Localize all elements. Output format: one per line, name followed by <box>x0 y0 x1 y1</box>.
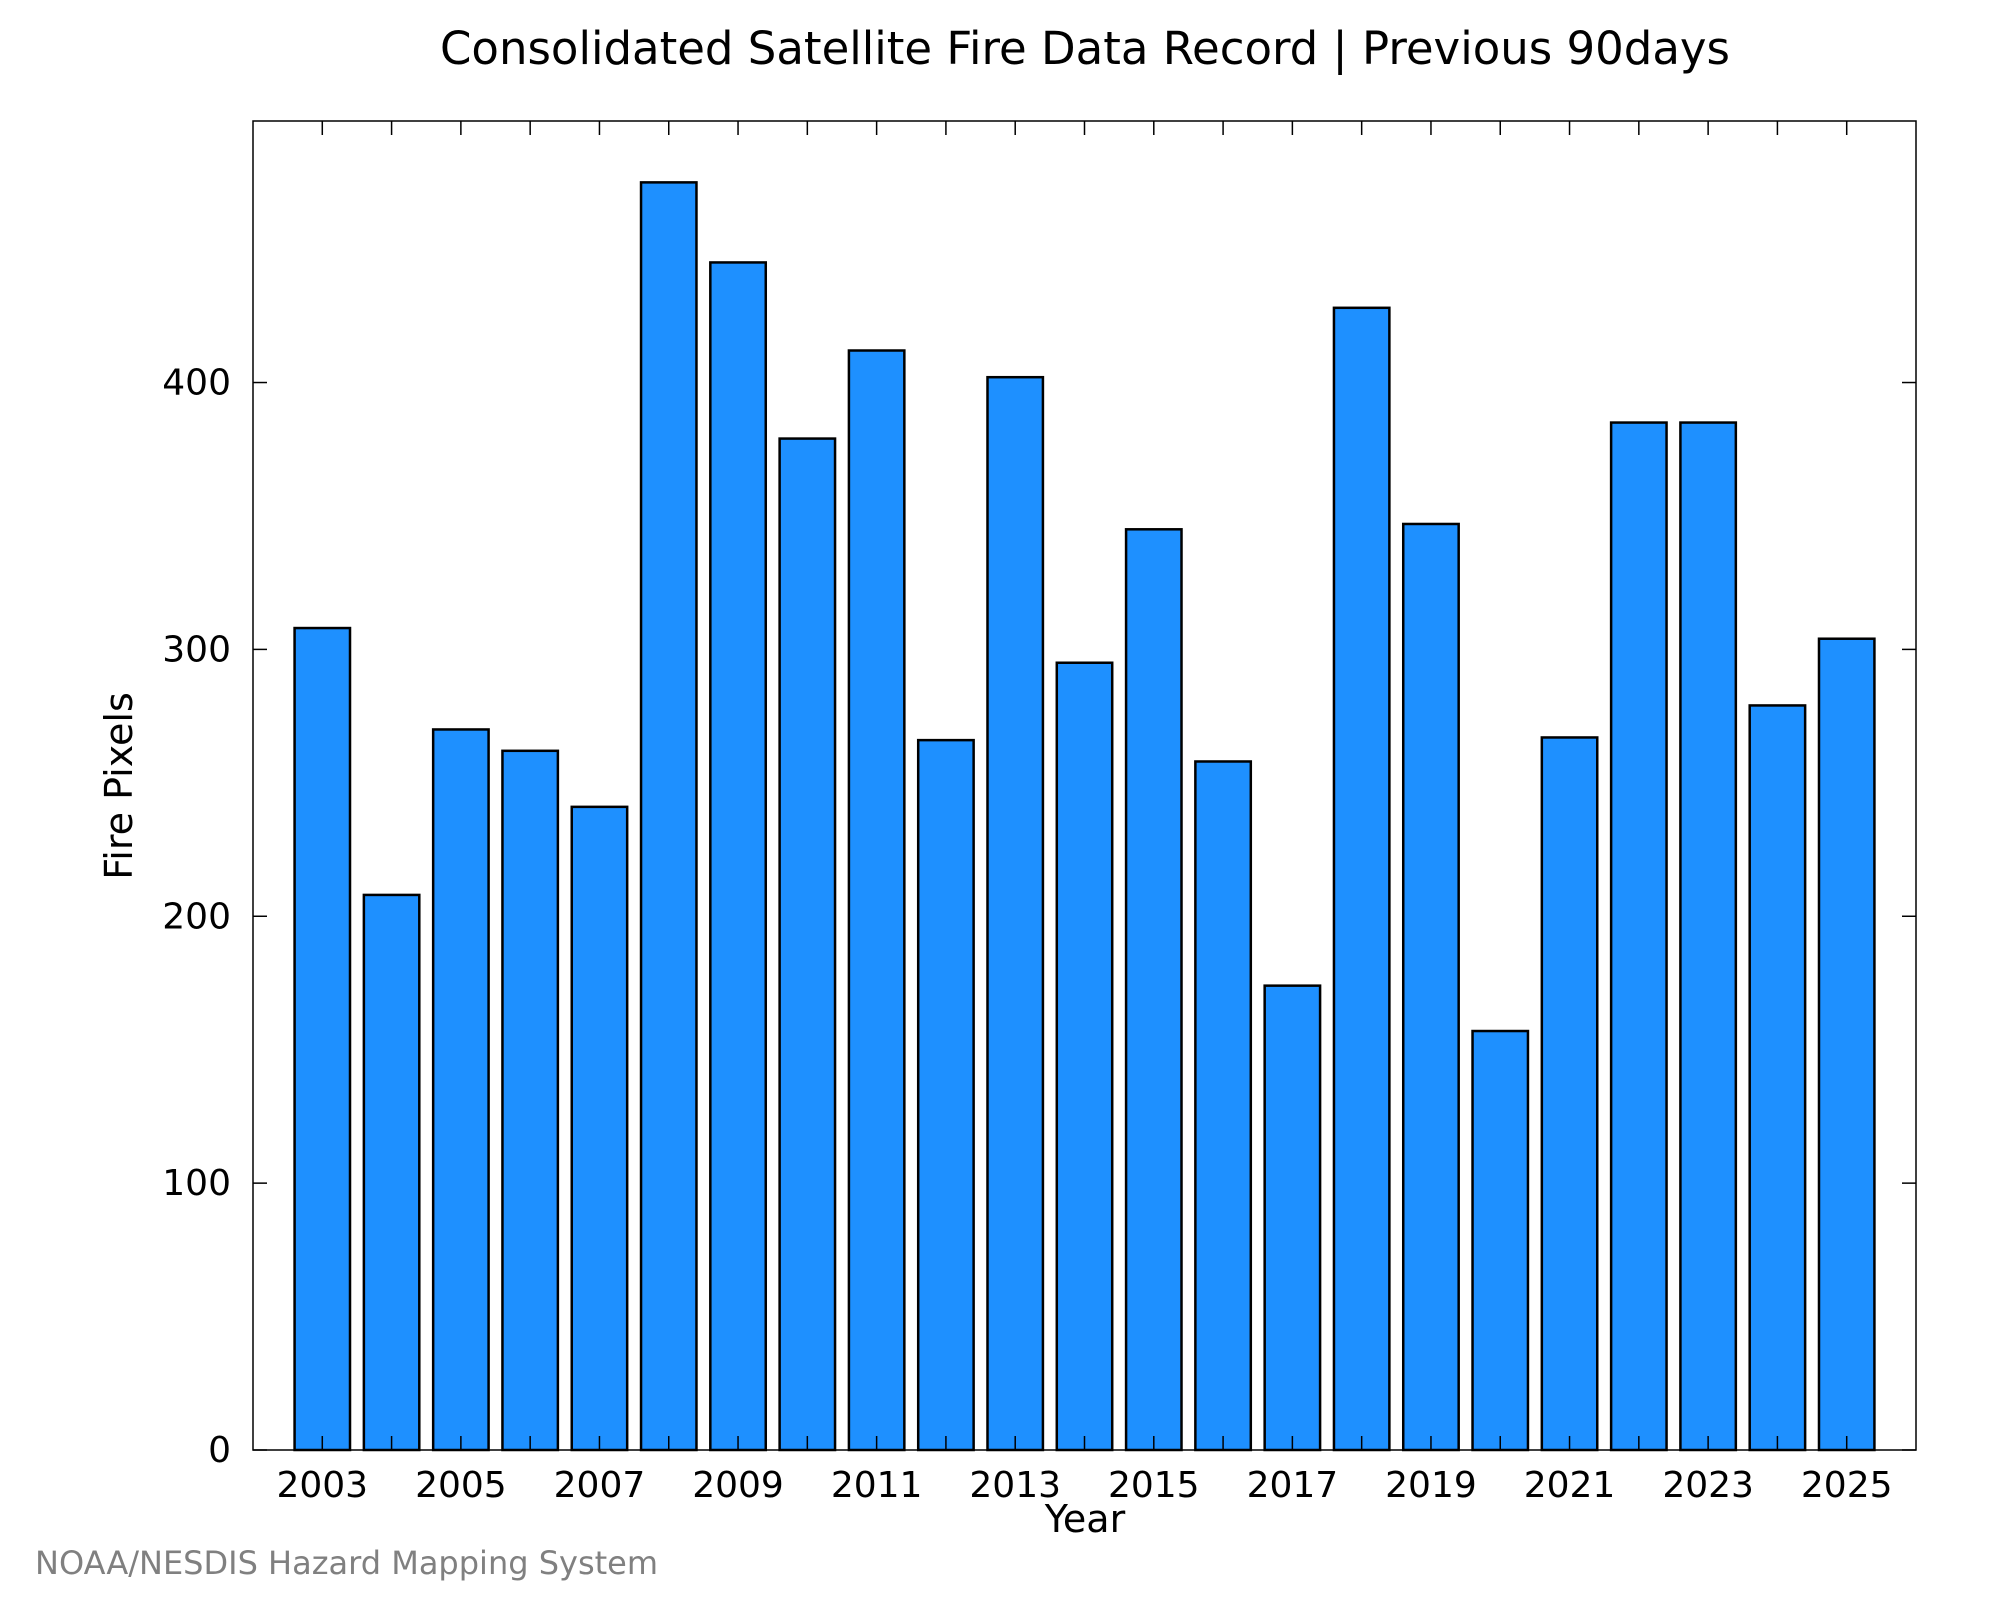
x-tick-label-2003: 2003 <box>276 1465 368 1506</box>
bar-2025 <box>1817 637 1876 1452</box>
x-tick-label-2021: 2021 <box>1524 1465 1616 1506</box>
y-axis-label: Fire Pixels <box>97 692 141 880</box>
bar-2021 <box>1540 736 1599 1452</box>
x-tick-label-2005: 2005 <box>415 1465 507 1506</box>
bar-2023 <box>1679 421 1738 1452</box>
bar-2016 <box>1194 760 1253 1452</box>
bar-2008 <box>639 181 698 1452</box>
bar-2022 <box>1609 421 1668 1452</box>
x-tick-label-2023: 2023 <box>1662 1465 1754 1506</box>
y-tick-label-300: 300 <box>162 629 231 670</box>
bar-2006 <box>501 749 560 1452</box>
bar-2013 <box>986 375 1045 1452</box>
bar-2011 <box>847 349 906 1452</box>
x-tick-label-2017: 2017 <box>1247 1465 1339 1506</box>
x-tick-label-2007: 2007 <box>554 1465 646 1506</box>
x-tick-label-2013: 2013 <box>969 1465 1061 1506</box>
x-tick-label-2015: 2015 <box>1108 1465 1200 1506</box>
bar-2020 <box>1471 1029 1530 1452</box>
x-tick-label-2009: 2009 <box>692 1465 784 1506</box>
y-tick-label-100: 100 <box>162 1163 231 1204</box>
bar-2019 <box>1401 522 1460 1452</box>
x-axis-ticks: 2003 2005 2007 2009 2011 2013 2015 2017 2019 2021… <box>276 121 1893 1506</box>
bar-2005 <box>431 728 490 1452</box>
bar-2009 <box>709 261 768 1452</box>
x-tick-label-2025: 2025 <box>1801 1465 1893 1506</box>
bar-2017 <box>1263 984 1322 1452</box>
bar-2010 <box>778 437 837 1452</box>
bar-2018 <box>1332 306 1391 1452</box>
bar-2004 <box>362 893 421 1452</box>
y-tick-label-0: 0 <box>208 1430 231 1471</box>
y-tick-label-200: 200 <box>162 896 231 937</box>
bar-2014 <box>1055 661 1114 1452</box>
x-tick-label-2011: 2011 <box>831 1465 923 1506</box>
y-axis-ticks: 0 100 200 300 400 <box>162 363 1916 1471</box>
y-tick-label-400: 400 <box>162 363 231 404</box>
bar-2015 <box>1124 528 1183 1452</box>
chart-title: Consolidated Satellite Fire Data Record … <box>440 22 1730 75</box>
bar-2007 <box>570 805 629 1452</box>
x-axis-label: Year <box>1044 1497 1126 1541</box>
bars-group <box>293 181 1876 1452</box>
bar-2003 <box>293 626 352 1452</box>
x-tick-label-2019: 2019 <box>1385 1465 1477 1506</box>
source-credit: NOAA/NESDIS Hazard Mapping System <box>35 1544 658 1582</box>
bar-2012 <box>916 738 975 1452</box>
bar-2024 <box>1748 704 1807 1452</box>
